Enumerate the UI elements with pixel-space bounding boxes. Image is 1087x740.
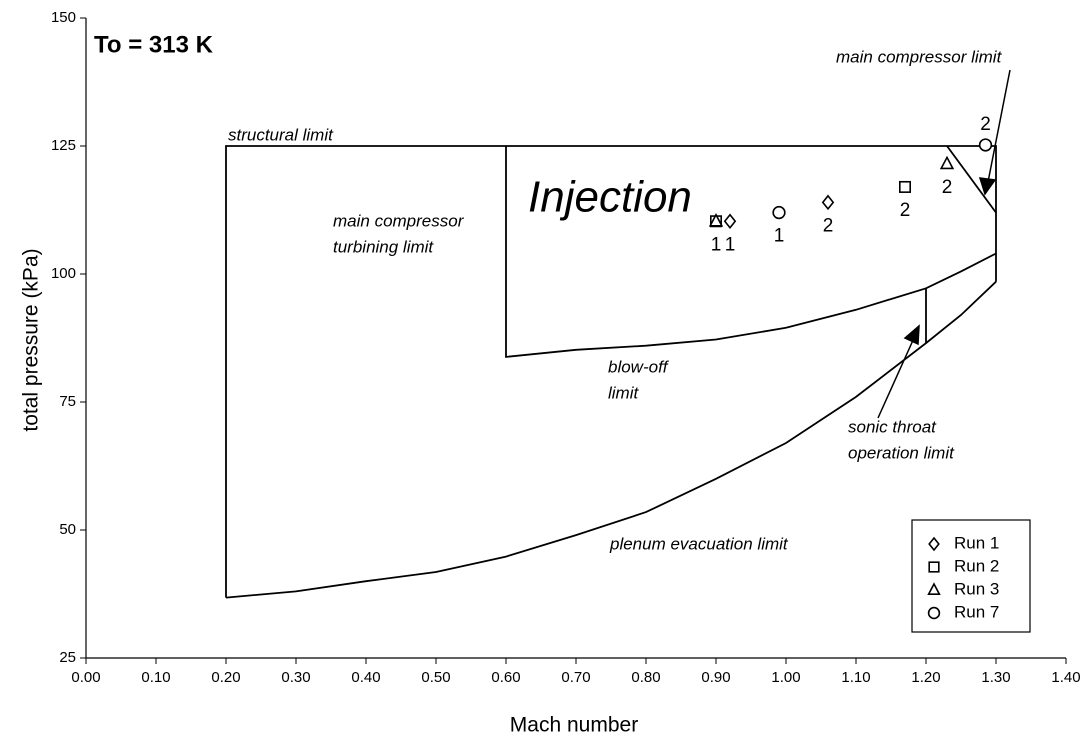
marker-square <box>898 180 911 193</box>
arrow-head <box>903 324 920 346</box>
point-label: 1 <box>725 234 736 255</box>
y-tick-label: 75 <box>59 393 76 410</box>
annotation: sonic throat <box>848 417 937 436</box>
boundary-line <box>946 145 997 214</box>
legend-label: Run 1 <box>954 533 999 552</box>
annotation: plenum evacuation limit <box>609 534 789 553</box>
annotation: operation limit <box>848 443 955 462</box>
arrow-line <box>987 69 1011 183</box>
y-tick-label: 125 <box>51 137 76 154</box>
arrows <box>877 69 1011 419</box>
annotation: main compressor limit <box>836 47 1003 66</box>
x-tick-label: 0.80 <box>631 669 660 686</box>
marker-diamond <box>821 194 835 211</box>
arrow-head <box>978 177 997 196</box>
point-label: 2 <box>942 177 953 198</box>
x-tick-label: 1.40 <box>1051 669 1080 686</box>
marker-circle <box>927 606 941 620</box>
marker-square <box>928 561 940 573</box>
x-tick-label: 0.50 <box>421 669 450 686</box>
y-tick-label: 100 <box>51 265 76 282</box>
y-tick-label: 25 <box>59 649 76 666</box>
point-label: 1 <box>774 226 785 247</box>
y-tick-label: 150 <box>51 9 76 26</box>
region-label: Injection <box>528 173 692 222</box>
y-axis-label: total pressure (kPa) <box>20 248 43 431</box>
arrow-line <box>877 337 915 419</box>
x-tick-label: 0.00 <box>71 669 100 686</box>
point-label: 1 <box>711 234 722 255</box>
annotation: blow-off <box>608 357 670 376</box>
boundary-line <box>505 146 997 358</box>
x-tick-label: 0.20 <box>211 669 240 686</box>
point-label: 2 <box>823 215 834 236</box>
x-tick-label: 1.30 <box>981 669 1010 686</box>
point-label: 2 <box>980 114 991 135</box>
marker-diamond <box>723 213 737 230</box>
x-tick-label: 0.40 <box>351 669 380 686</box>
legend-box <box>911 519 1031 633</box>
point-label: 2 <box>900 200 911 221</box>
x-tick-label: 0.90 <box>701 669 730 686</box>
x-tick-label: 1.10 <box>841 669 870 686</box>
x-tick-label: 0.10 <box>141 669 170 686</box>
x-tick-label: 0.60 <box>491 669 520 686</box>
x-tick-label: 1.00 <box>771 669 800 686</box>
x-tick-label: 1.20 <box>911 669 940 686</box>
marker-triangle <box>939 155 955 170</box>
y-tick-label: 50 <box>59 521 76 538</box>
legend-label: Run 7 <box>954 602 999 621</box>
annotation: limit <box>608 383 639 402</box>
marker-diamond <box>928 536 940 552</box>
x-axis-label: Mach number <box>510 714 638 737</box>
marker-circle <box>772 205 786 220</box>
x-tick-label: 0.30 <box>281 669 310 686</box>
marker-triangle <box>708 213 724 227</box>
legend-label: Run 3 <box>954 579 999 598</box>
annotation: turbining limit <box>333 237 434 256</box>
annotation: structural limit <box>228 125 334 144</box>
x-tick-label: 0.70 <box>561 669 590 686</box>
legend-label: Run 2 <box>954 556 999 575</box>
annotation: main compressor <box>333 211 465 230</box>
chart-title: To = 313 K <box>94 31 214 58</box>
marker-triangle <box>927 582 941 596</box>
boundary-line <box>225 145 997 598</box>
marker-circle <box>978 138 993 152</box>
